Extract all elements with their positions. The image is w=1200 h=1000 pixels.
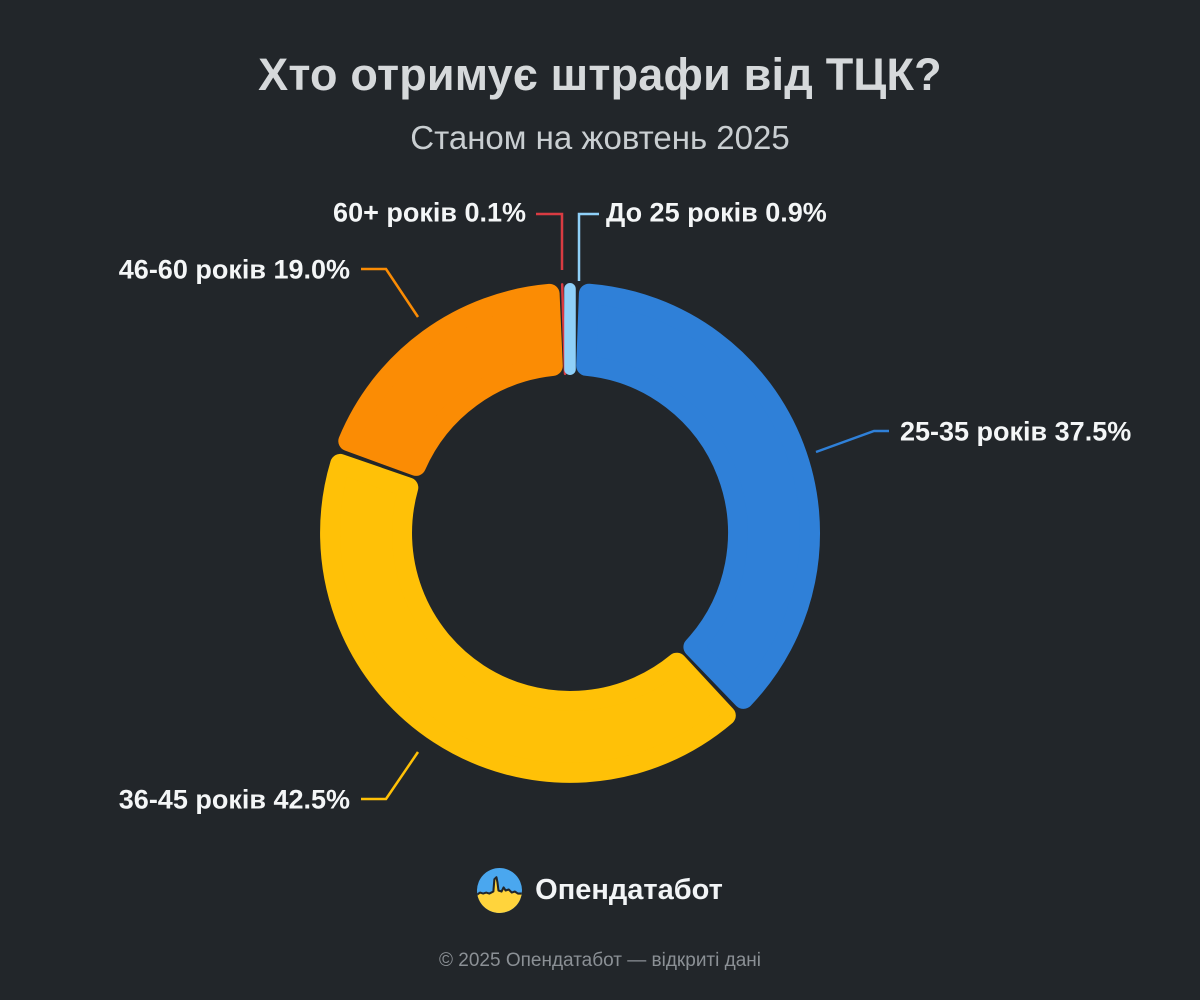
segment-label-1: 25-35 років 37.5% [900, 416, 1132, 447]
donut-segments [320, 283, 820, 783]
leader-line-0 [577, 212, 599, 281]
opendatabot-logo: Опендатабот [0, 866, 1200, 914]
segment-label-0: До 25 років 0.9% [606, 197, 827, 228]
segment-label-3: 46-60 років 19.0% [118, 254, 350, 285]
segment-label-4: 60+ років 0.1% [333, 197, 526, 228]
leader-line-4 [536, 212, 564, 270]
leader-lines [361, 212, 889, 801]
leader-line-1 [815, 429, 889, 454]
donut-segment-2 [320, 453, 736, 783]
copyright-line: © 2025 Опендатабот — відкриті дані [439, 950, 761, 971]
segment-label-2: 36-45 років 42.5% [118, 784, 350, 815]
donut-segment-3 [338, 283, 563, 476]
ukraine-flag-pulse-icon [477, 867, 523, 913]
leader-line-2 [361, 751, 420, 801]
donut-segment-1 [576, 283, 820, 709]
leader-line-3 [361, 267, 420, 318]
logo-text: Опендатабот [535, 873, 723, 906]
